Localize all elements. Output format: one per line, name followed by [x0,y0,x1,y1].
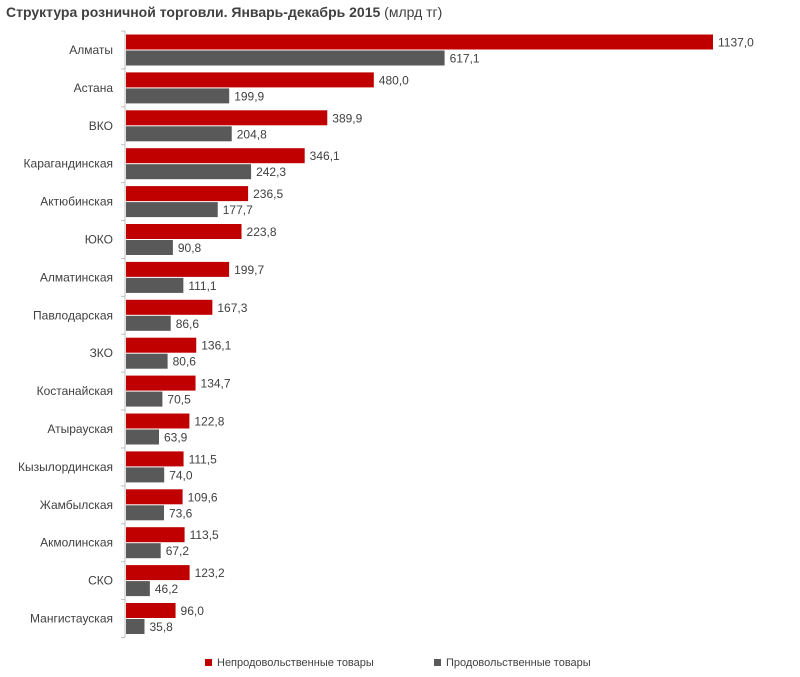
category-label: Жамбылская [40,498,113,512]
chart-title: Структура розничной торговли. Январь-дек… [6,4,442,20]
data-label: 177,7 [223,203,253,217]
category-label: Астана [74,81,114,95]
axis-layer [121,30,126,638]
category-label: Кызылординская [18,460,113,474]
data-label: 113,5 [190,528,219,542]
data-label: 90,8 [178,241,202,255]
legend-swatch-food [434,659,441,666]
bar-non-food [126,299,213,315]
category-label: Атырауская [47,422,113,436]
bar-food [126,315,171,331]
category-label: Актюбинская [40,195,113,209]
data-label: 96,0 [181,604,205,618]
data-label: 123,2 [195,566,225,580]
bar-food [126,543,161,559]
data-label: 204,8 [237,127,267,141]
category-label: ЗКО [90,346,113,360]
bar-non-food [126,375,196,391]
bar-food [126,581,150,597]
data-label: 134,7 [201,377,231,391]
category-label: ЮКО [85,233,113,247]
data-label: 480,0 [379,73,409,87]
data-label: 86,6 [176,317,200,331]
data-label: 67,2 [166,544,190,558]
bar-non-food [126,186,249,202]
bar-food [126,391,163,407]
data-label: 111,5 [189,452,218,466]
data-label: 73,6 [169,506,193,520]
bar-food [126,88,230,104]
bar-food [126,619,145,634]
data-label: 70,5 [167,393,191,407]
data-label: 1137,0 [718,36,754,50]
data-label: 35,8 [149,620,173,634]
data-label: 80,6 [173,355,197,369]
bar-food [126,50,445,66]
bar-food [126,429,159,445]
bar-food [126,505,164,521]
bar-food [126,240,173,255]
category-label: Павлодарская [33,308,113,322]
data-label: 617,1 [450,52,480,66]
legend-label-non-food: Непродовольственные товары [217,657,374,669]
bar-non-food [126,451,184,467]
data-label: 111,1 [188,279,217,293]
data-label: 167,3 [217,301,247,315]
bar-non-food [126,413,190,429]
legend-label-food: Продовольственные товары [446,657,591,669]
data-label: 223,8 [247,225,277,239]
bar-non-food [126,72,374,88]
data-label: 236,5 [253,187,283,201]
bar-non-food [126,337,197,353]
bar-non-food [126,34,713,50]
bar-food [126,353,168,369]
bar-food [126,202,218,218]
bar-food [126,126,232,142]
data-label: 136,1 [201,339,231,353]
data-label: 389,9 [332,111,362,125]
data-label: 242,3 [256,165,286,179]
bar-food [126,164,252,180]
data-label: 46,2 [155,582,179,596]
bar-non-food [126,565,190,581]
bar-non-food [126,148,305,164]
bars-layer [126,34,713,634]
category-label: Мангистауская [30,612,113,626]
category-label: СКО [88,574,113,588]
category-label: Алматы [69,43,113,57]
legend-swatch-non-food [205,659,212,666]
data-label: 122,8 [194,415,224,429]
chart-title-unit: (млрд тг) [384,4,443,20]
bar-non-food [126,224,242,239]
bar-non-food [126,603,176,618]
data-label: 109,6 [188,490,218,504]
data-label: 199,7 [234,263,264,277]
bar-food [126,277,184,293]
data-label: 63,9 [164,431,188,445]
data-label: 346,1 [310,149,340,163]
bar-food [126,467,165,483]
category-label: ВКО [89,119,113,133]
legend: Непродовольственные товары Продовольствен… [205,657,591,669]
category-label: Костанайская [37,384,113,398]
bar-non-food [126,489,183,505]
data-label: 74,0 [169,468,193,482]
chart-title-text: Структура розничной торговли. Январь-дек… [6,4,381,20]
category-label: Акмолинская [40,536,113,550]
category-label: Алматинская [40,270,113,284]
bar-non-food [126,527,185,543]
bar-non-food [126,261,230,277]
bar-non-food [126,110,328,126]
data-label: 199,9 [234,89,264,103]
labels-layer: Алматы 1137,0 617,1 Астана 480,0 199,9 ВКО 389,… [18,36,754,635]
category-label: Карагандинская [24,157,113,171]
